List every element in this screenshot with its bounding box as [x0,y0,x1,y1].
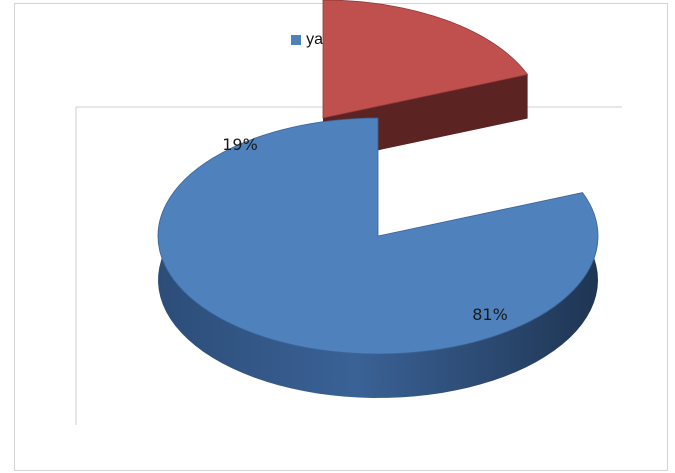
data-label-ya: 81% [472,305,508,324]
legend-swatch-ya [291,35,302,45]
legend-item-ya: ya [291,31,323,49]
pie-slice-ya [157,117,599,398]
legend-label-ya: ya [306,31,324,48]
data-label-tidak: 19% [222,135,258,154]
